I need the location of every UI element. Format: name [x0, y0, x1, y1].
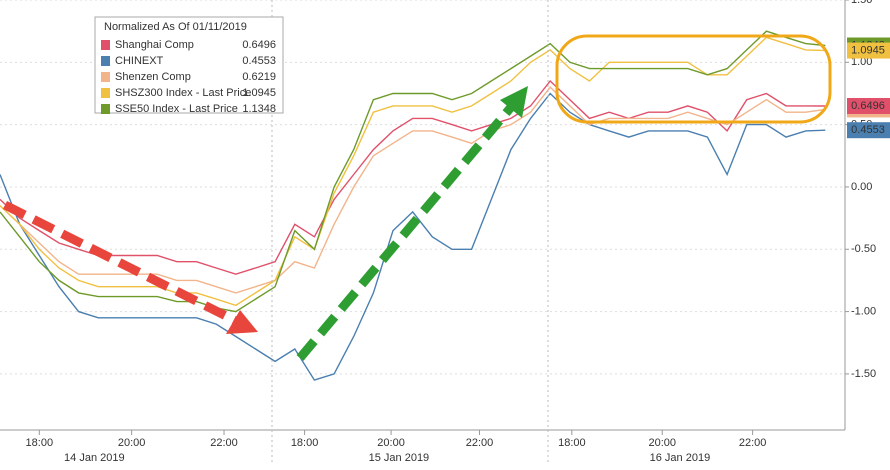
series-line: [0, 79, 826, 275]
y-tick-label: 0.00: [851, 181, 872, 193]
last-value-tag: [847, 122, 890, 139]
legend-value: 1.0945: [242, 87, 276, 99]
x-tick-label: 22:00: [739, 437, 767, 449]
x-tick-label: 18:00: [558, 437, 586, 449]
last-value-label: 1.0945: [851, 44, 885, 56]
down-arrow: [2, 200, 241, 327]
legend-value: 0.4553: [242, 55, 276, 67]
legend-swatch: [101, 72, 110, 82]
legend-label: CHINEXT: [115, 55, 164, 67]
legend-label: SSE50 Index - Last Price: [115, 103, 238, 115]
date-label: 16 Jan 2019: [650, 452, 711, 464]
down-arrow-head: [226, 310, 258, 334]
legend-box: [94, 16, 284, 114]
legend-label: SHSZ300 Index - Last Price: [115, 87, 251, 99]
lines: [0, 30, 826, 381]
x-tick-label: 20:00: [377, 437, 405, 449]
y-tick-label: 1.00: [851, 56, 872, 68]
y-tick-label: 1.50: [851, 0, 872, 6]
legend-value: 0.6219: [242, 71, 276, 83]
last-value-label: 0.4553: [851, 124, 885, 136]
x-tick-label: 20:00: [648, 437, 676, 449]
highlight-box: [555, 34, 832, 124]
date-label: 15 Jan 2019: [369, 452, 430, 464]
legend-label: Shenzen Comp: [115, 71, 191, 83]
legend-swatch: [101, 104, 110, 114]
x-tick-label: 20:00: [118, 437, 146, 449]
legend-label: Shanghai Comp: [115, 39, 194, 51]
legend-title: Normalized As Of 01/11/2019: [104, 21, 247, 33]
series-line: [0, 36, 826, 307]
series-line: [0, 30, 826, 313]
legend-swatch: [101, 40, 110, 50]
series-line: [0, 92, 826, 381]
legend-swatch: [101, 56, 110, 66]
x-tick-label: 18:00: [26, 437, 54, 449]
axes: 1.501.000.500.00-0.50-1.00-1.5018:0020:0…: [26, 0, 876, 464]
x-tick-label: 18:00: [291, 437, 319, 449]
legend-swatch: [101, 88, 110, 98]
last-value-tag: [847, 97, 890, 114]
y-tick-label: -0.50: [851, 243, 876, 255]
x-tick-label: 22:00: [466, 437, 494, 449]
legend: Normalized As Of 01/11/2019 Shanghai Com…: [94, 16, 284, 115]
date-label: 14 Jan 2019: [64, 452, 125, 464]
last-value-tag: [847, 42, 890, 59]
legend-value: 0.6496: [242, 39, 276, 51]
y-tick-label: -1.00: [851, 306, 876, 318]
y-tick-label: -1.50: [851, 368, 876, 380]
legend-value: 1.1348: [242, 103, 276, 115]
last-value-label: 0.6496: [851, 100, 885, 112]
up-arrow-head: [500, 86, 528, 118]
up-arrow: [296, 103, 516, 361]
x-tick-label: 22:00: [210, 437, 238, 449]
